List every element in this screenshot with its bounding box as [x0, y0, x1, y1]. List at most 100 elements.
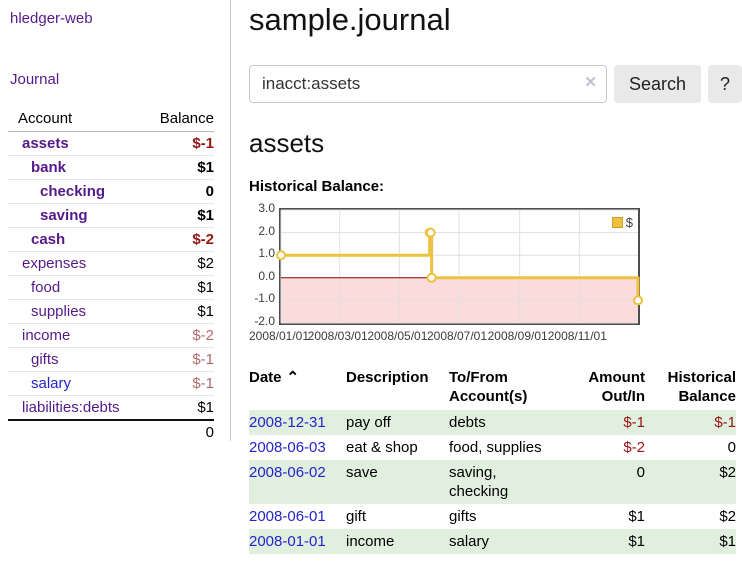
chart-title: Historical Balance:: [249, 178, 385, 195]
register-row: 2008-01-01 income salary $1 $1: [249, 529, 736, 554]
search-button[interactable]: Search: [613, 65, 701, 103]
x-axis-tick-label: 2008/09/01: [487, 329, 548, 343]
accounts-table: Account Balance assets $-1 bank $1 checking 0…: [8, 108, 214, 444]
transaction-accounts: food, supplies: [449, 439, 542, 456]
account-row: liabilities:debts $1: [8, 395, 214, 421]
main-content: sample.journal ✕ Search ? assets Histori…: [232, 0, 742, 554]
account-balance: $-1: [146, 347, 214, 372]
accounts-total-row: 0: [8, 419, 214, 444]
transaction-description: pay off: [346, 414, 391, 431]
account-balance: $-2: [146, 227, 214, 252]
account-row: supplies $1: [8, 299, 214, 324]
register-col-balance: Historical Balance: [667, 369, 736, 405]
y-axis-tick-label: 1.0: [258, 246, 275, 261]
account-link[interactable]: income: [22, 327, 71, 344]
help-button[interactable]: ?: [707, 65, 742, 103]
y-axis-tick-label: 0.0: [258, 268, 275, 283]
account-balance: $2: [146, 251, 214, 276]
account-link[interactable]: liabilities:debts: [22, 399, 120, 416]
clear-search-icon[interactable]: ✕: [584, 74, 597, 91]
transaction-balance: $2: [719, 464, 736, 481]
x-axis-tick-label: 2008/07/01: [426, 329, 488, 343]
transaction-amount: 0: [636, 464, 645, 481]
chart-canvas: [276, 209, 643, 324]
transaction-amount: $1: [628, 533, 645, 550]
transaction-balance: $2: [719, 508, 736, 525]
account-balance: $1: [146, 203, 214, 228]
account-link[interactable]: food: [31, 279, 61, 296]
transaction-accounts: gifts: [449, 508, 477, 525]
account-balance: $1: [146, 155, 214, 180]
transaction-balance: 0: [727, 439, 736, 456]
account-link[interactable]: cash: [31, 231, 66, 248]
transaction-date-link[interactable]: 2008-12-31: [249, 414, 326, 431]
accounts-total-value: 0: [146, 419, 214, 444]
register-row: 2008-12-31 pay off debts $-1 $-1: [249, 410, 736, 435]
transaction-date-link[interactable]: 2008-06-03: [249, 439, 326, 456]
y-axis-tick-label: -1.0: [254, 291, 275, 306]
transaction-balance: $-1: [714, 414, 736, 431]
transaction-description: eat & shop: [346, 439, 418, 456]
historical-balance-chart: $ 3.0 2.0 1.0 0.0 -1.0 -2.0 2008/01/01 2008/03/…: [248, 201, 742, 350]
transaction-amount: $-1: [623, 414, 645, 431]
account-row: income $-2: [8, 323, 214, 348]
account-row: food $1: [8, 275, 214, 300]
transaction-date-link[interactable]: 2008-01-01: [249, 533, 326, 550]
account-link[interactable]: bank: [31, 159, 67, 176]
register-row: 2008-06-02 save saving, checking 0 $2: [249, 460, 736, 504]
transaction-date-link[interactable]: 2008-06-01: [249, 508, 326, 525]
brand-link[interactable]: hledger-web: [10, 10, 93, 27]
accounts-total-spacer: [8, 419, 147, 444]
transaction-balance: $1: [719, 533, 736, 550]
transaction-description: gift: [346, 508, 367, 525]
account-heading: assets: [249, 128, 325, 158]
transaction-description: save: [346, 464, 378, 481]
account-row: assets $-1: [8, 131, 214, 156]
register-table: Date ⌃ Description To/From Account(s) Amo…: [249, 366, 736, 554]
x-axis-tick-label: 2008/11/01: [547, 329, 607, 343]
accounts-col-balance: Balance: [146, 108, 214, 132]
register-col-description: Description: [346, 369, 429, 386]
transaction-date-link[interactable]: 2008-06-02: [249, 464, 326, 481]
page-title: sample.journal: [249, 2, 451, 37]
transaction-amount: $1: [628, 508, 645, 525]
x-axis-tick-label: 2008/03/01: [307, 329, 368, 343]
y-axis-tick-label: 3.0: [258, 201, 275, 215]
account-row: cash $-2: [8, 227, 214, 252]
search-input[interactable]: [249, 65, 607, 103]
account-link[interactable]: expenses: [22, 255, 87, 272]
legend-label: $: [625, 215, 633, 230]
account-link[interactable]: gifts: [31, 351, 59, 368]
legend-swatch-icon: [611, 217, 623, 228]
x-axis-tick-label: 2008/05/01: [367, 329, 428, 343]
accounts-col-account: Account: [8, 108, 147, 132]
account-link[interactable]: saving: [40, 207, 88, 224]
account-row: checking 0: [8, 179, 214, 204]
x-axis-tick-label: 2008/01/01: [248, 329, 310, 343]
register-row: 2008-06-01 gift gifts $1 $2: [249, 504, 736, 529]
account-row: saving $1: [8, 203, 214, 228]
chart-plot-area: $: [276, 208, 643, 325]
register-col-amount: Amount Out/In: [588, 369, 645, 405]
account-balance: 0: [146, 179, 214, 204]
register-col-date[interactable]: Date ⌃: [249, 369, 300, 386]
chart-legend: $: [611, 215, 633, 230]
account-balance: $-2: [146, 323, 214, 348]
register-header-row: Date ⌃ Description To/From Account(s) Amo…: [249, 366, 736, 410]
account-balance: $-1: [146, 371, 214, 396]
transaction-amount: $-2: [623, 439, 645, 456]
account-link[interactable]: supplies: [31, 303, 87, 320]
sidebar-item-journal[interactable]: Journal: [10, 71, 60, 88]
account-balance: $1: [146, 395, 214, 421]
y-axis-tick-label: -2.0: [254, 314, 275, 328]
search-form: ✕ Search ?: [249, 65, 742, 103]
account-link[interactable]: assets: [22, 135, 69, 152]
register-row: 2008-06-03 eat & shop food, supplies $-2 0: [249, 435, 736, 460]
transaction-accounts: debts: [449, 414, 486, 431]
transaction-accounts: salary: [449, 533, 490, 550]
account-link[interactable]: salary: [31, 375, 72, 392]
sort-ascending-icon: ⌃: [286, 369, 300, 386]
account-row: expenses $2: [8, 251, 214, 276]
account-balance: $-1: [146, 131, 214, 156]
account-link[interactable]: checking: [40, 183, 106, 200]
